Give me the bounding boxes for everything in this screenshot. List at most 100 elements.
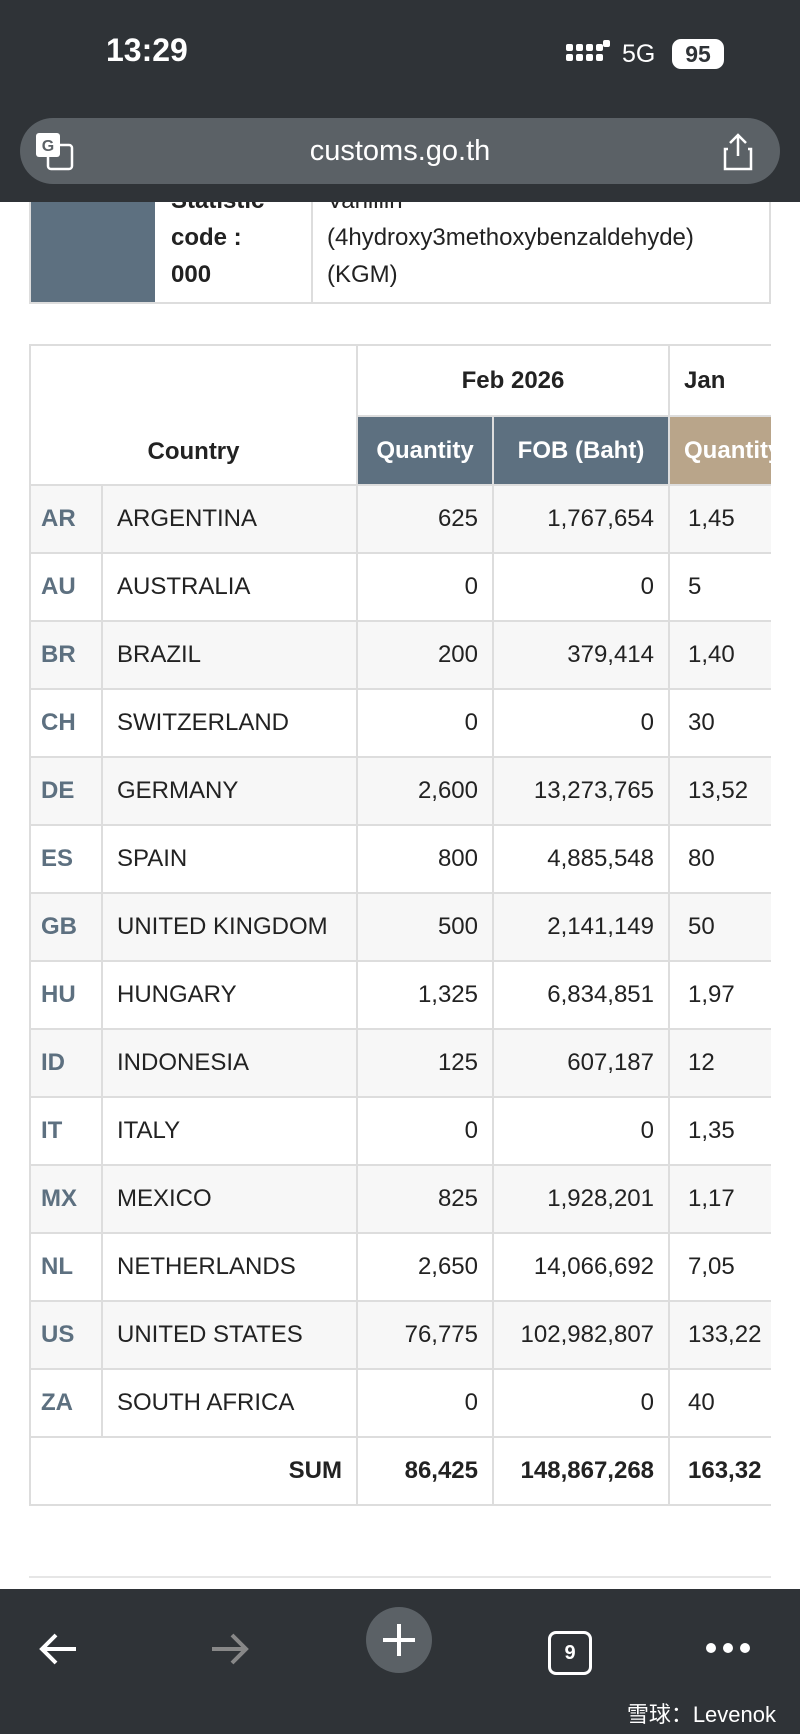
- prev-quantity: 12: [668, 1028, 771, 1098]
- info-description: Vanillin(4hydroxy3methoxybenzaldehyde)(K…: [313, 162, 694, 302]
- text: (KGM): [327, 261, 398, 288]
- table-row: IT ITALY 0 0 1,35: [29, 1096, 771, 1166]
- prev-quantity: 1,45: [668, 484, 771, 554]
- fob-value: 1,767,654: [491, 484, 671, 554]
- prev-quantity: 1,35: [668, 1096, 771, 1166]
- fob-value: 0: [491, 1096, 671, 1166]
- subheader: Quantity: [668, 415, 771, 486]
- text: code :: [171, 224, 242, 251]
- sum-label: SUM: [29, 1436, 358, 1506]
- prev-quantity: 80: [668, 824, 771, 894]
- quantity: 2,600: [356, 756, 494, 826]
- fob-value: 102,982,807: [491, 1300, 671, 1370]
- fob-value: 2,141,149: [491, 892, 671, 962]
- fob-value: 14,066,692: [491, 1232, 671, 1302]
- country-code: US: [29, 1300, 103, 1370]
- country-name: HUNGARY: [101, 960, 358, 1030]
- quantity: 0: [356, 688, 494, 758]
- quantity: 500: [356, 892, 494, 962]
- country-code: IT: [29, 1096, 103, 1166]
- prev-quantity: 40: [668, 1368, 771, 1438]
- share-icon[interactable]: [720, 132, 756, 172]
- table-row: CH SWITZERLAND 0 0 30: [29, 688, 771, 758]
- tab-count[interactable]: 9: [548, 1631, 592, 1675]
- quantity: 125: [356, 1028, 494, 1098]
- sum-prev-quantity: 163,32: [668, 1436, 771, 1506]
- sum-row: SUM 86,425 148,867,268 163,32: [29, 1436, 771, 1506]
- translate-icon[interactable]: G: [34, 131, 74, 171]
- table-row: MX MEXICO 825 1,928,201 1,17: [29, 1164, 771, 1234]
- quantity: 76,775: [356, 1300, 494, 1370]
- prev-quantity: 30: [668, 688, 771, 758]
- address-bar[interactable]: G customs.go.th: [20, 118, 780, 184]
- table-row: ES SPAIN 800 4,885,548 80: [29, 824, 771, 894]
- country-code: ES: [29, 824, 103, 894]
- menu-button[interactable]: [704, 1641, 752, 1655]
- country-name: SOUTH AFRICA: [101, 1368, 358, 1438]
- network: 5G: [622, 40, 656, 68]
- watermark: 雪球：Levenok: [626, 1702, 776, 1727]
- new-tab-button[interactable]: [366, 1607, 432, 1673]
- table-row: BR BRAZIL 200 379,414 1,40: [29, 620, 771, 690]
- country-name: GERMANY: [101, 756, 358, 826]
- prev-quantity: 1,17: [668, 1164, 771, 1234]
- forward-button[interactable]: [208, 1627, 252, 1671]
- quantity: 0: [356, 552, 494, 622]
- country-code: CH: [29, 688, 103, 758]
- quantity: 800: [356, 824, 494, 894]
- country-name: NETHERLANDS: [101, 1232, 358, 1302]
- country-code: GB: [29, 892, 103, 962]
- data-table: Country Feb 2026 Jan Quantity FOB (Baht) Qua…: [29, 344, 771, 1506]
- subheader: Quantity: [356, 415, 494, 486]
- fob-value: 13,273,765: [491, 756, 671, 826]
- country-code: MX: [29, 1164, 103, 1234]
- table-row: AU AUSTRALIA 0 0 5: [29, 552, 771, 622]
- country-header: Country: [29, 344, 358, 486]
- url[interactable]: customs.go.th: [309, 135, 491, 167]
- sum-fob: 148,867,268: [491, 1436, 671, 1506]
- fob-value: 1,928,201: [491, 1164, 671, 1234]
- fob-value: 0: [491, 552, 671, 622]
- country-name: ARGENTINA: [101, 484, 358, 554]
- toolbar: 9 雪球：Levenok: [0, 1589, 800, 1734]
- svg-text:G: G: [42, 138, 54, 155]
- fob-value: 607,187: [491, 1028, 671, 1098]
- country-code: AU: [29, 552, 103, 622]
- fob-value: 0: [491, 688, 671, 758]
- country-name: UNITED KINGDOM: [101, 892, 358, 962]
- period-header: Jan: [668, 344, 771, 417]
- table-row: ZA SOUTH AFRICA 0 0 40: [29, 1368, 771, 1438]
- quantity: 625: [356, 484, 494, 554]
- sum-quantity: 86,425: [356, 1436, 494, 1506]
- country-name: SWITZERLAND: [101, 688, 358, 758]
- country-code: HU: [29, 960, 103, 1030]
- fob-value: 0: [491, 1368, 671, 1438]
- prev-quantity: 5: [668, 552, 771, 622]
- info-table: Statisticcode :000 Vanillin(4hydroxy3met…: [29, 160, 771, 304]
- text: (4hydroxy3methoxybenzaldehyde): [327, 224, 694, 251]
- prev-quantity: 1,40: [668, 620, 771, 690]
- quantity: 0: [356, 1096, 494, 1166]
- country-name: INDONESIA: [101, 1028, 358, 1098]
- prev-quantity: 13,52: [668, 756, 771, 826]
- fob-value: 379,414: [491, 620, 671, 690]
- quantity: 0: [356, 1368, 494, 1438]
- country-name: MEXICO: [101, 1164, 358, 1234]
- table-viewport: Country Feb 2026 Jan Quantity FOB (Baht) Qua…: [29, 344, 771, 1506]
- quantity: 825: [356, 1164, 494, 1234]
- country-code: NL: [29, 1232, 103, 1302]
- table-row: DE GERMANY 2,600 13,273,765 13,52: [29, 756, 771, 826]
- country-name: ITALY: [101, 1096, 358, 1166]
- table-row: HU HUNGARY 1,325 6,834,851 1,97: [29, 960, 771, 1030]
- subheader: FOB (Baht): [491, 415, 671, 486]
- signal-icon: [566, 40, 610, 61]
- divider: [29, 1576, 771, 1578]
- country-name: AUSTRALIA: [101, 552, 358, 622]
- table-row: AR ARGENTINA 625 1,767,654 1,45: [29, 484, 771, 554]
- back-button[interactable]: [36, 1627, 80, 1671]
- battery: 95: [672, 39, 724, 69]
- prev-quantity: 7,05: [668, 1232, 771, 1302]
- prev-quantity: 50: [668, 892, 771, 962]
- prev-quantity: 1,97: [668, 960, 771, 1030]
